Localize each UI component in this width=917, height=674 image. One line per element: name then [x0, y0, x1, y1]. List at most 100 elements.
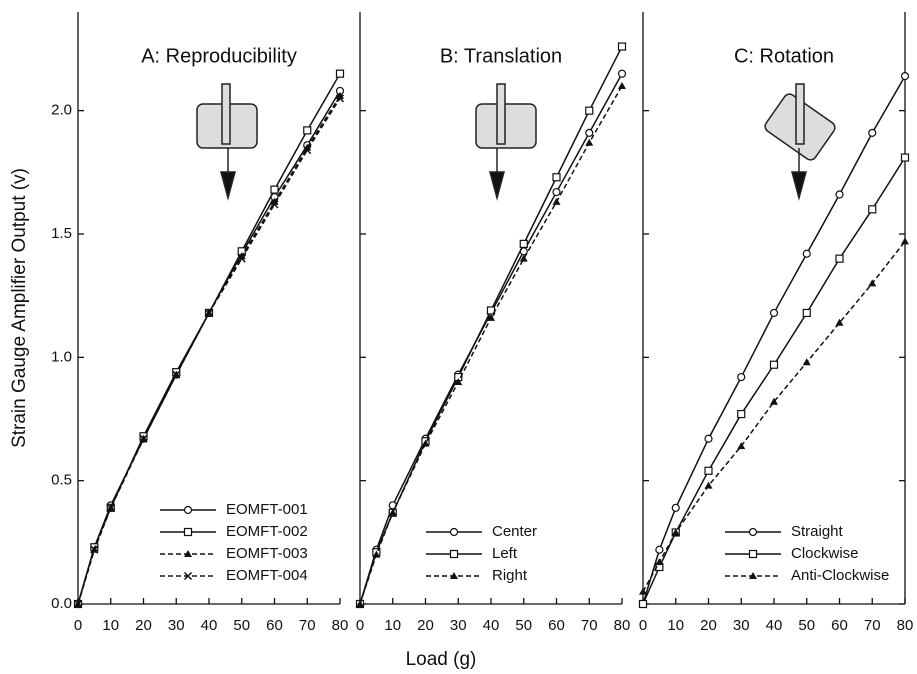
marker: [704, 466, 713, 475]
marker: [237, 254, 246, 263]
marker: [585, 138, 594, 146]
legend-label: EOMFT-002: [226, 523, 308, 540]
marker: [552, 187, 561, 197]
marker: [172, 370, 181, 379]
legend-marker: [184, 550, 192, 557]
marker: [671, 503, 680, 512]
marker: [868, 279, 877, 287]
x-tick-label: 10: [102, 617, 119, 634]
series-line: [642, 157, 906, 605]
series-line: [642, 240, 906, 593]
x-tick-label: 20: [135, 617, 152, 634]
marker: [655, 545, 664, 554]
marker: [737, 442, 746, 450]
x-tick-label: 30: [450, 617, 467, 634]
panel-title: C: Rotation: [734, 45, 834, 67]
marker: [519, 239, 528, 248]
marker: [335, 69, 345, 78]
marker: [90, 545, 99, 554]
marker: [638, 599, 648, 609]
x-tick-label: 80: [897, 617, 914, 634]
legend-marker: [449, 527, 459, 537]
x-tick-label: 10: [384, 617, 401, 634]
marker: [868, 128, 877, 137]
marker: [671, 528, 680, 536]
marker: [204, 308, 214, 317]
marker: [802, 358, 811, 366]
x-tick-label: 80: [614, 617, 631, 634]
x-tick-label: 30: [733, 617, 750, 634]
x-tick-label: 70: [299, 617, 316, 634]
marker: [704, 481, 713, 489]
marker: [372, 550, 381, 558]
marker: [770, 397, 778, 405]
x-tick-label: 10: [667, 617, 684, 634]
panel-title: B: Translation: [440, 45, 562, 67]
marker: [900, 153, 910, 162]
x-tick-label: 0: [639, 617, 647, 634]
legend-label: Right: [492, 567, 528, 584]
marker: [835, 254, 844, 263]
legend-label: Anti-Clockwise: [791, 567, 889, 584]
legend-label: Center: [492, 523, 537, 540]
x-tick-label: 50: [798, 617, 815, 634]
marker: [639, 587, 647, 595]
x-tick-label: 50: [515, 617, 532, 634]
x-tick-label: 20: [417, 617, 434, 634]
y-tick-label: 1.0: [51, 348, 72, 365]
marker: [552, 173, 561, 182]
x-tick-label: 0: [356, 617, 364, 634]
marker: [868, 205, 877, 214]
marker: [270, 185, 279, 194]
x-tick-label: 80: [332, 617, 349, 634]
marker: [421, 439, 430, 447]
panel-title: A: Reproducibility: [141, 45, 297, 67]
x-tick-label: 70: [581, 617, 598, 634]
marker: [303, 126, 312, 135]
legend-marker: [748, 527, 758, 537]
x-axis-label: Load (g): [406, 649, 477, 670]
legend-marker: [748, 549, 758, 559]
marker: [835, 190, 844, 199]
series-line: [77, 95, 341, 605]
marker: [356, 600, 364, 607]
legend-marker: [183, 505, 193, 515]
y-tick-label: 0.0: [51, 595, 72, 612]
x-tick-label: 0: [74, 617, 82, 634]
marker: [73, 599, 83, 609]
marker: [769, 360, 779, 369]
marker: [487, 313, 495, 321]
x-tick-label: 40: [766, 617, 783, 634]
marker: [552, 197, 561, 205]
marker: [585, 106, 594, 115]
marker: [704, 434, 713, 443]
legend-label: Left: [492, 545, 518, 562]
marker: [270, 200, 279, 209]
legend-marker: [449, 549, 459, 559]
marker: [106, 503, 115, 512]
marker: [655, 558, 664, 566]
marker: [335, 94, 345, 103]
marker: [519, 254, 528, 262]
marker: [737, 372, 746, 382]
x-tick-label: 60: [266, 617, 283, 634]
y-tick-label: 1.5: [51, 225, 72, 242]
marker: [454, 378, 463, 385]
marker: [737, 409, 746, 419]
y-axis-label: Strain Gauge Amplifier Output (v): [9, 168, 30, 448]
legend-label: EOMFT-004: [226, 567, 308, 584]
marker: [835, 318, 844, 326]
x-tick-label: 70: [864, 617, 881, 634]
legend-label: Clockwise: [791, 545, 859, 562]
x-tick-label: 60: [831, 617, 848, 634]
marker: [802, 249, 811, 258]
series-line: [359, 85, 623, 605]
x-tick-label: 60: [548, 617, 565, 634]
legend-marker: [183, 527, 193, 537]
marker: [618, 82, 626, 89]
marker: [802, 308, 811, 318]
marker: [585, 128, 594, 137]
legend-marker: [450, 572, 458, 579]
marker: [303, 146, 312, 155]
